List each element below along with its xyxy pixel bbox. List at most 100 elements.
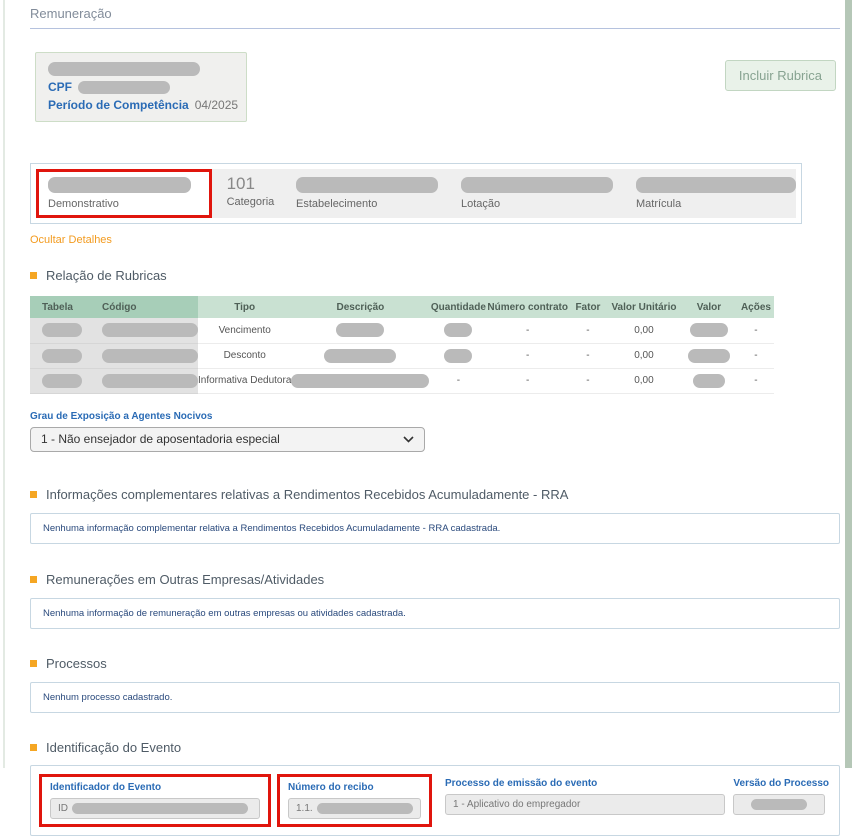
- cell-fator: -: [567, 368, 608, 394]
- rra-section-title: Informações complementares relativas a R…: [30, 487, 840, 502]
- col-descricao: Descrição: [291, 296, 430, 318]
- numero-recibo-label: Número do recibo: [288, 781, 374, 793]
- section-bullet-icon: [30, 490, 37, 498]
- cell-tabela: [30, 318, 90, 344]
- redacted-identificador-value: [72, 802, 248, 814]
- categoria-group: 101 Categoria: [227, 169, 280, 218]
- section-bullet-icon: [30, 575, 37, 583]
- lotacao-label: Lotação: [461, 198, 501, 210]
- processo-emissao-group: Processo de emissão do evento 1 - Aplica…: [445, 774, 725, 815]
- section-bullet-icon: [30, 272, 37, 279]
- col-quantidade: Quantidade: [429, 296, 488, 318]
- versao-processo-field[interactable]: [733, 793, 826, 815]
- cell-codigo: [90, 368, 198, 394]
- cell-valor-unitario: 0,00: [607, 368, 680, 394]
- cell-valor-unitario: 0,00: [607, 318, 680, 344]
- cell-numero-contrato: -: [487, 368, 568, 394]
- redacted-recibo-value: [316, 802, 413, 814]
- processos-section-title: Processos: [30, 656, 840, 671]
- numero-recibo-prefix: 1.1.: [296, 802, 313, 814]
- processo-emissao-label: Processo de emissão do evento: [445, 777, 598, 789]
- categoria-label: Categoria: [226, 196, 275, 208]
- cell-tipo: Vencimento: [198, 318, 292, 344]
- identificador-evento-highlight: Identificador do Evento ID: [39, 773, 271, 827]
- evento-section-title-text: Identificação do Evento: [46, 739, 182, 755]
- demonstrativo-cell[interactable]: Demonstrativo: [36, 169, 212, 218]
- period-value: 04/2025: [194, 98, 239, 113]
- cell-codigo: [90, 343, 198, 369]
- cell-acoes: -: [737, 318, 774, 344]
- versao-processo-group: Versão do Processo: [733, 774, 829, 815]
- chevron-down-icon: [403, 435, 414, 443]
- cell-valor: [679, 318, 738, 344]
- col-tabela: Tabela: [30, 296, 90, 318]
- cell-tabela: [30, 368, 90, 394]
- evento-section-title: Identificação do Evento: [30, 740, 840, 755]
- cell-codigo: [90, 318, 198, 344]
- rra-section-title-text: Informações complementares relativas a R…: [46, 486, 569, 502]
- employee-card: CPF Período de Competência 04/2025: [35, 52, 247, 123]
- section-bullet-icon: [30, 743, 37, 751]
- cell-fator: -: [567, 318, 608, 344]
- col-valor: Valor: [679, 296, 738, 318]
- cell-tipo: Informativa Dedutora: [198, 368, 292, 394]
- cpf-label: CPF: [48, 80, 72, 94]
- rubricas-table: Tabela Código Tipo Descrição Quantidade …: [30, 296, 774, 394]
- rubricas-header-row: Tabela Código Tipo Descrição Quantidade …: [30, 296, 774, 318]
- demonstrativo-strip: Demonstrativo 101 Categoria Estabelecime…: [36, 169, 796, 218]
- identificador-evento-prefix: ID: [58, 802, 68, 814]
- table-row: Informativa Dedutora - - - 0,00 -: [30, 368, 774, 394]
- processos-section-title-text: Processos: [46, 655, 107, 671]
- rra-empty-message: Nenhuma informação complementar relativa…: [30, 512, 840, 544]
- outras-empresas-empty-message: Nenhuma informação de remuneração em out…: [30, 597, 840, 629]
- top-row: CPF Período de Competência 04/2025 Inclui…: [30, 52, 840, 123]
- period-label: Período de Competência: [48, 98, 189, 113]
- right-edge-bar: [845, 0, 852, 768]
- rubricas-section-title: Relação de Rubricas: [30, 268, 840, 283]
- identificador-evento-field[interactable]: ID: [50, 797, 260, 819]
- col-fator: Fator: [567, 296, 608, 318]
- cell-valor-unitario: 0,00: [607, 343, 680, 369]
- cell-acoes: -: [737, 343, 774, 369]
- incluir-rubrica-button[interactable]: Incluir Rubrica: [724, 60, 836, 91]
- evento-box: Identificador do Evento ID Número do rec…: [30, 764, 840, 836]
- versao-processo-label: Versão do Processo: [733, 777, 829, 789]
- estabelecimento-label: Estabelecimento: [296, 198, 378, 210]
- redacted-versao-value: [751, 798, 808, 810]
- grau-exposicao-selected-value: 1 - Não ensejador de aposentadoria espec…: [41, 432, 280, 446]
- cell-descricao: [291, 318, 430, 344]
- numero-recibo-field[interactable]: 1.1.: [288, 797, 421, 819]
- page-title: Remuneração: [30, 0, 840, 29]
- redacted-lotacao-value: [461, 177, 613, 193]
- cell-quantidade: [429, 318, 488, 344]
- matricula-group: Matrícula: [636, 169, 796, 218]
- redacted-demonstrativo-value: [48, 177, 191, 193]
- col-acoes: Ações: [737, 296, 774, 318]
- col-tipo: Tipo: [198, 296, 292, 318]
- cell-descricao: [291, 368, 430, 394]
- redacted-cpf-value: [78, 81, 170, 95]
- cell-valor: [679, 368, 738, 394]
- cpf-row: CPF: [48, 80, 234, 95]
- outras-empresas-section-title-text: Remunerações em Outras Empresas/Atividad…: [46, 571, 325, 587]
- processo-emissao-value: 1 - Aplicativo do empregador: [453, 798, 581, 810]
- processo-emissao-field[interactable]: 1 - Aplicativo do empregador: [445, 793, 725, 815]
- cell-tipo: Desconto: [198, 343, 292, 369]
- grau-exposicao-label: Grau de Exposição a Agentes Nocivos: [30, 410, 213, 422]
- table-row: Vencimento - - 0,00 -: [30, 318, 774, 344]
- numero-recibo-highlight: Número do recibo 1.1.: [277, 773, 432, 827]
- cell-quantidade: [429, 343, 488, 369]
- cell-tabela: [30, 343, 90, 369]
- categoria-value: 101: [226, 174, 255, 193]
- col-numero-contrato: Número contrato: [487, 296, 568, 318]
- demonstrativo-panel: Demonstrativo 101 Categoria Estabelecime…: [30, 163, 802, 224]
- remuneracao-page: Remuneração CPF Período de Competência 04…: [30, 0, 840, 836]
- left-edge-line: [3, 0, 5, 768]
- col-codigo: Código: [90, 296, 198, 318]
- cell-descricao: [291, 343, 430, 369]
- table-row: Desconto - - 0,00 -: [30, 343, 774, 369]
- cell-quantidade: -: [429, 368, 488, 394]
- grau-exposicao-select[interactable]: 1 - Não ensejador de aposentadoria espec…: [30, 426, 425, 452]
- ocultar-detalhes-link[interactable]: Ocultar Detalhes: [30, 234, 112, 246]
- col-valor-unitario: Valor Unitário: [607, 296, 680, 318]
